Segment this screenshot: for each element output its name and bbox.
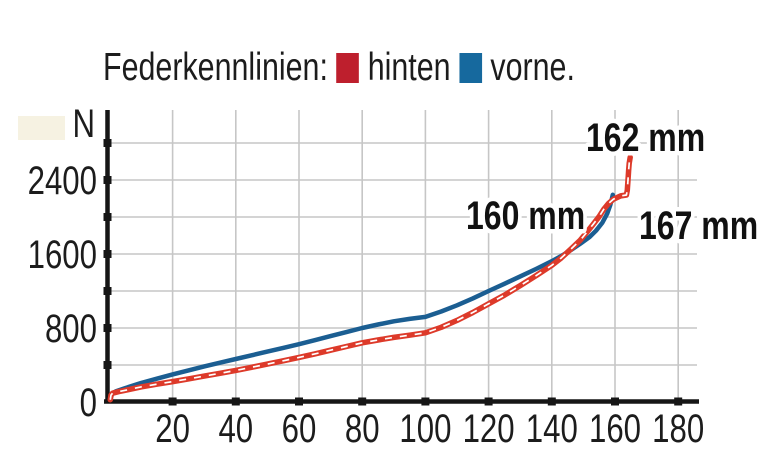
x-tick-40 bbox=[231, 397, 240, 406]
x-tick-label-80: 80 bbox=[345, 406, 380, 451]
curve-hinten-core-dash bbox=[109, 157, 632, 400]
y-tick-400 bbox=[103, 361, 112, 369]
x-tick-label-120-wrap: 120 bbox=[463, 406, 515, 451]
legend-label-hinten: hinten bbox=[367, 46, 451, 89]
y-tick-label-0: 0 bbox=[80, 380, 97, 425]
annotation-162-mm: 162 mm bbox=[586, 115, 705, 160]
x-tick-120 bbox=[484, 397, 493, 406]
legend-swatch-vorne bbox=[459, 53, 482, 83]
x-tick-160 bbox=[611, 397, 619, 406]
annotation-162-mm-wrap: 162 mm bbox=[582, 111, 709, 164]
x-tick-60 bbox=[295, 397, 303, 406]
y-axis-unit-label: N bbox=[72, 101, 95, 146]
y-tick-2400 bbox=[103, 176, 112, 184]
legend-label-vorne: vorne. bbox=[490, 46, 575, 89]
y-tick-label-1600-wrap: 1600 bbox=[28, 232, 97, 277]
x-tick-label-180: 180 bbox=[652, 406, 704, 451]
x-tick-label-40-wrap: 40 bbox=[218, 406, 253, 451]
annotation-160-mm-wrap: 160 mm bbox=[462, 189, 589, 242]
annotation-167-mm-wrap: 167 mm bbox=[635, 199, 762, 252]
x-tick-label-60: 60 bbox=[282, 406, 317, 451]
x-tick-180 bbox=[674, 397, 683, 406]
y-tick-label-2400-wrap: 2400 bbox=[28, 158, 97, 203]
y-tick-2000 bbox=[103, 213, 112, 221]
x-tick-label-160-wrap: 160 bbox=[589, 406, 641, 451]
x-tick-label-100-wrap: 100 bbox=[399, 406, 451, 451]
y-tick-1200 bbox=[103, 287, 112, 295]
x-tick-label-20: 20 bbox=[155, 406, 190, 451]
legend-title: Federkennlinien: bbox=[103, 46, 328, 89]
page-background-artifact bbox=[18, 116, 65, 140]
y-tick-label-800: 800 bbox=[45, 306, 97, 351]
y-axis-unit-label-wrap: N bbox=[72, 101, 95, 146]
x-tick-label-140-wrap: 140 bbox=[526, 406, 578, 451]
y-tick-label-2400: 2400 bbox=[28, 158, 97, 203]
x-tick-label-140: 140 bbox=[526, 406, 578, 451]
y-tick-label-800-wrap: 800 bbox=[45, 306, 97, 351]
x-tick-label-100: 100 bbox=[399, 406, 451, 451]
x-tick-100 bbox=[421, 397, 430, 406]
legend: Federkennlinien: hinten vorne. bbox=[103, 46, 575, 89]
y-tick-800 bbox=[103, 324, 112, 332]
x-tick-20 bbox=[168, 397, 177, 406]
x-tick-label-60-wrap: 60 bbox=[282, 406, 317, 451]
x-tick-label-80-wrap: 80 bbox=[345, 406, 380, 451]
y-tick-1600 bbox=[103, 250, 112, 258]
x-tick-80 bbox=[358, 397, 367, 406]
legend-swatch-hinten bbox=[336, 53, 360, 83]
annotation-167-mm: 167 mm bbox=[639, 203, 758, 248]
x-tick-label-40: 40 bbox=[218, 406, 253, 451]
x-tick-label-180-wrap: 180 bbox=[652, 406, 704, 451]
y-tick-label-1600: 1600 bbox=[28, 232, 97, 277]
x-tick-140 bbox=[547, 397, 556, 406]
x-tick-label-20-wrap: 20 bbox=[155, 406, 190, 451]
y-tick-2800 bbox=[103, 139, 112, 147]
annotation-160-mm: 160 mm bbox=[466, 193, 585, 238]
curve-vorne bbox=[108, 192, 616, 400]
y-tick-label-0-wrap: 0 bbox=[80, 380, 97, 425]
x-tick-label-160: 160 bbox=[589, 406, 641, 451]
x-tick-label-120: 120 bbox=[463, 406, 515, 451]
